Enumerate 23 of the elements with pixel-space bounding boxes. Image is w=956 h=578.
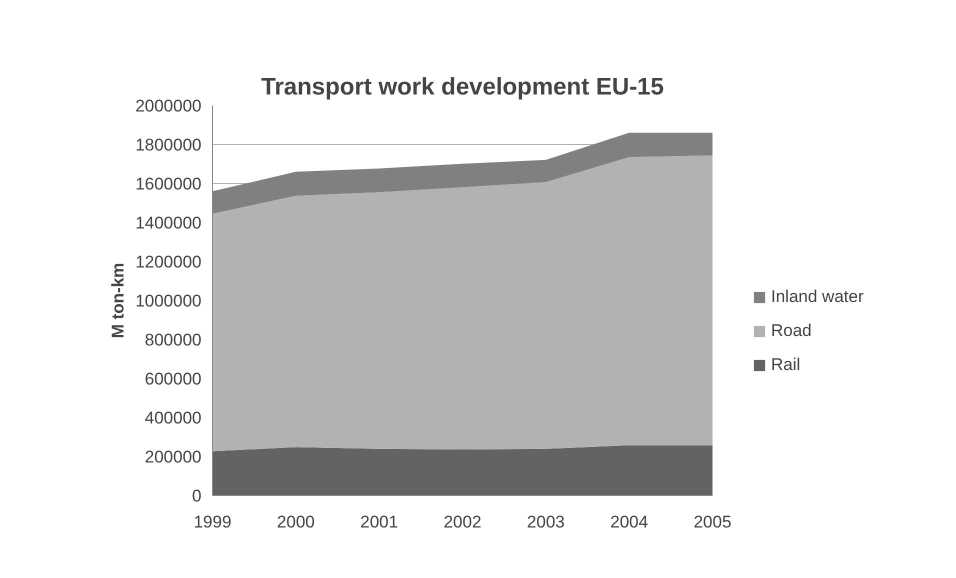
chart-title: Transport work development EU-15 bbox=[261, 74, 664, 100]
y-tick-label: 1000000 bbox=[135, 292, 202, 310]
y-tick-label: 1400000 bbox=[135, 214, 202, 232]
x-tick-label: 2001 bbox=[360, 512, 398, 532]
x-tick-label: 2002 bbox=[444, 512, 482, 532]
y-tick-label: 1800000 bbox=[135, 136, 202, 154]
x-tick-label: 2005 bbox=[694, 512, 732, 532]
y-axis-title: M ton-km bbox=[108, 262, 128, 338]
y-tick-label: 1600000 bbox=[135, 174, 202, 194]
x-tick-label: 2003 bbox=[526, 512, 565, 532]
legend-label: Road bbox=[771, 321, 812, 341]
y-tick-label: 400000 bbox=[144, 408, 202, 428]
y-tick-label: 200000 bbox=[144, 448, 202, 466]
y-tick-label: 600000 bbox=[144, 370, 202, 388]
legend-label: Inland water bbox=[771, 287, 864, 307]
x-tick-label: 2004 bbox=[610, 512, 648, 532]
y-tick-label: 800000 bbox=[144, 330, 202, 350]
x-tick-label: 1999 bbox=[194, 512, 232, 532]
x-tick-label: 2000 bbox=[276, 512, 315, 532]
y-tick-label: 1200000 bbox=[135, 252, 202, 272]
y-tick-label: 2000000 bbox=[135, 96, 202, 116]
y-tick-label: 0 bbox=[192, 486, 202, 506]
legend-label: Rail bbox=[771, 355, 800, 375]
